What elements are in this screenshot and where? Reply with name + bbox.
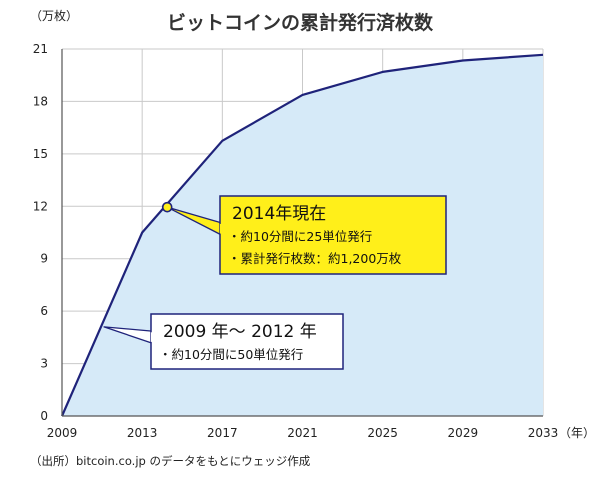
- callout-2: 2009 年～ 2012 年・約10分間に50単位発行: [103, 313, 344, 370]
- y-tick-label: 6: [40, 304, 48, 318]
- x-tick-label: 2025: [367, 426, 398, 440]
- x-tick-label: 2021: [287, 426, 318, 440]
- x-tick-label: 2029: [448, 426, 479, 440]
- callout-line: ・約10分間に25単位発行: [228, 229, 372, 244]
- source-note: （出所）bitcoin.co.jp のデータをもとにウェッジ作成: [30, 454, 311, 468]
- y-axis-unit: （万枚）: [30, 8, 78, 23]
- callouts: 2014年現在・約10分間に25単位発行・累計発行枚数：約1,200万枚 2009…: [103, 195, 447, 370]
- x-tick-labels: 2009 2013 2017 2021 2025 2029 2033: [47, 426, 559, 440]
- y-tick-label: 9: [40, 252, 48, 266]
- y-tick-label: 18: [33, 94, 48, 108]
- callout-heading: 2009 年～ 2012 年: [163, 322, 317, 342]
- y-tick-labels: 0 3 6 9 12 15 18 21: [33, 42, 48, 423]
- y-tick-label: 15: [33, 147, 48, 161]
- callout-line: ・約10分間に50単位発行: [159, 347, 303, 362]
- callout-heading: 2014年現在: [232, 204, 326, 224]
- callout-box: [150, 313, 344, 370]
- x-tick-label: 2009: [47, 426, 78, 440]
- x-tick-label: 2017: [207, 426, 238, 440]
- axes: [61, 49, 543, 417]
- callout-line: ・累計発行枚数：約1,200万枚: [228, 251, 402, 266]
- x-tick-label: 2013: [127, 426, 158, 440]
- current-point-marker: [161, 201, 173, 213]
- y-tick-label: 0: [40, 409, 48, 423]
- callout-box: [219, 195, 447, 275]
- y-tick-label: 21: [33, 42, 48, 56]
- chart-title: ビットコインの累計発行済枚数: [167, 11, 434, 34]
- callout-1: 2014年現在・約10分間に25単位発行・累計発行枚数：約1,200万枚: [161, 195, 447, 275]
- x-tick-label: 2033: [528, 426, 559, 440]
- y-tick-label: 3: [40, 357, 48, 371]
- series-line: [60, 53, 544, 417]
- y-tick-label: 12: [33, 199, 48, 213]
- x-axis-unit: （年）: [559, 426, 595, 440]
